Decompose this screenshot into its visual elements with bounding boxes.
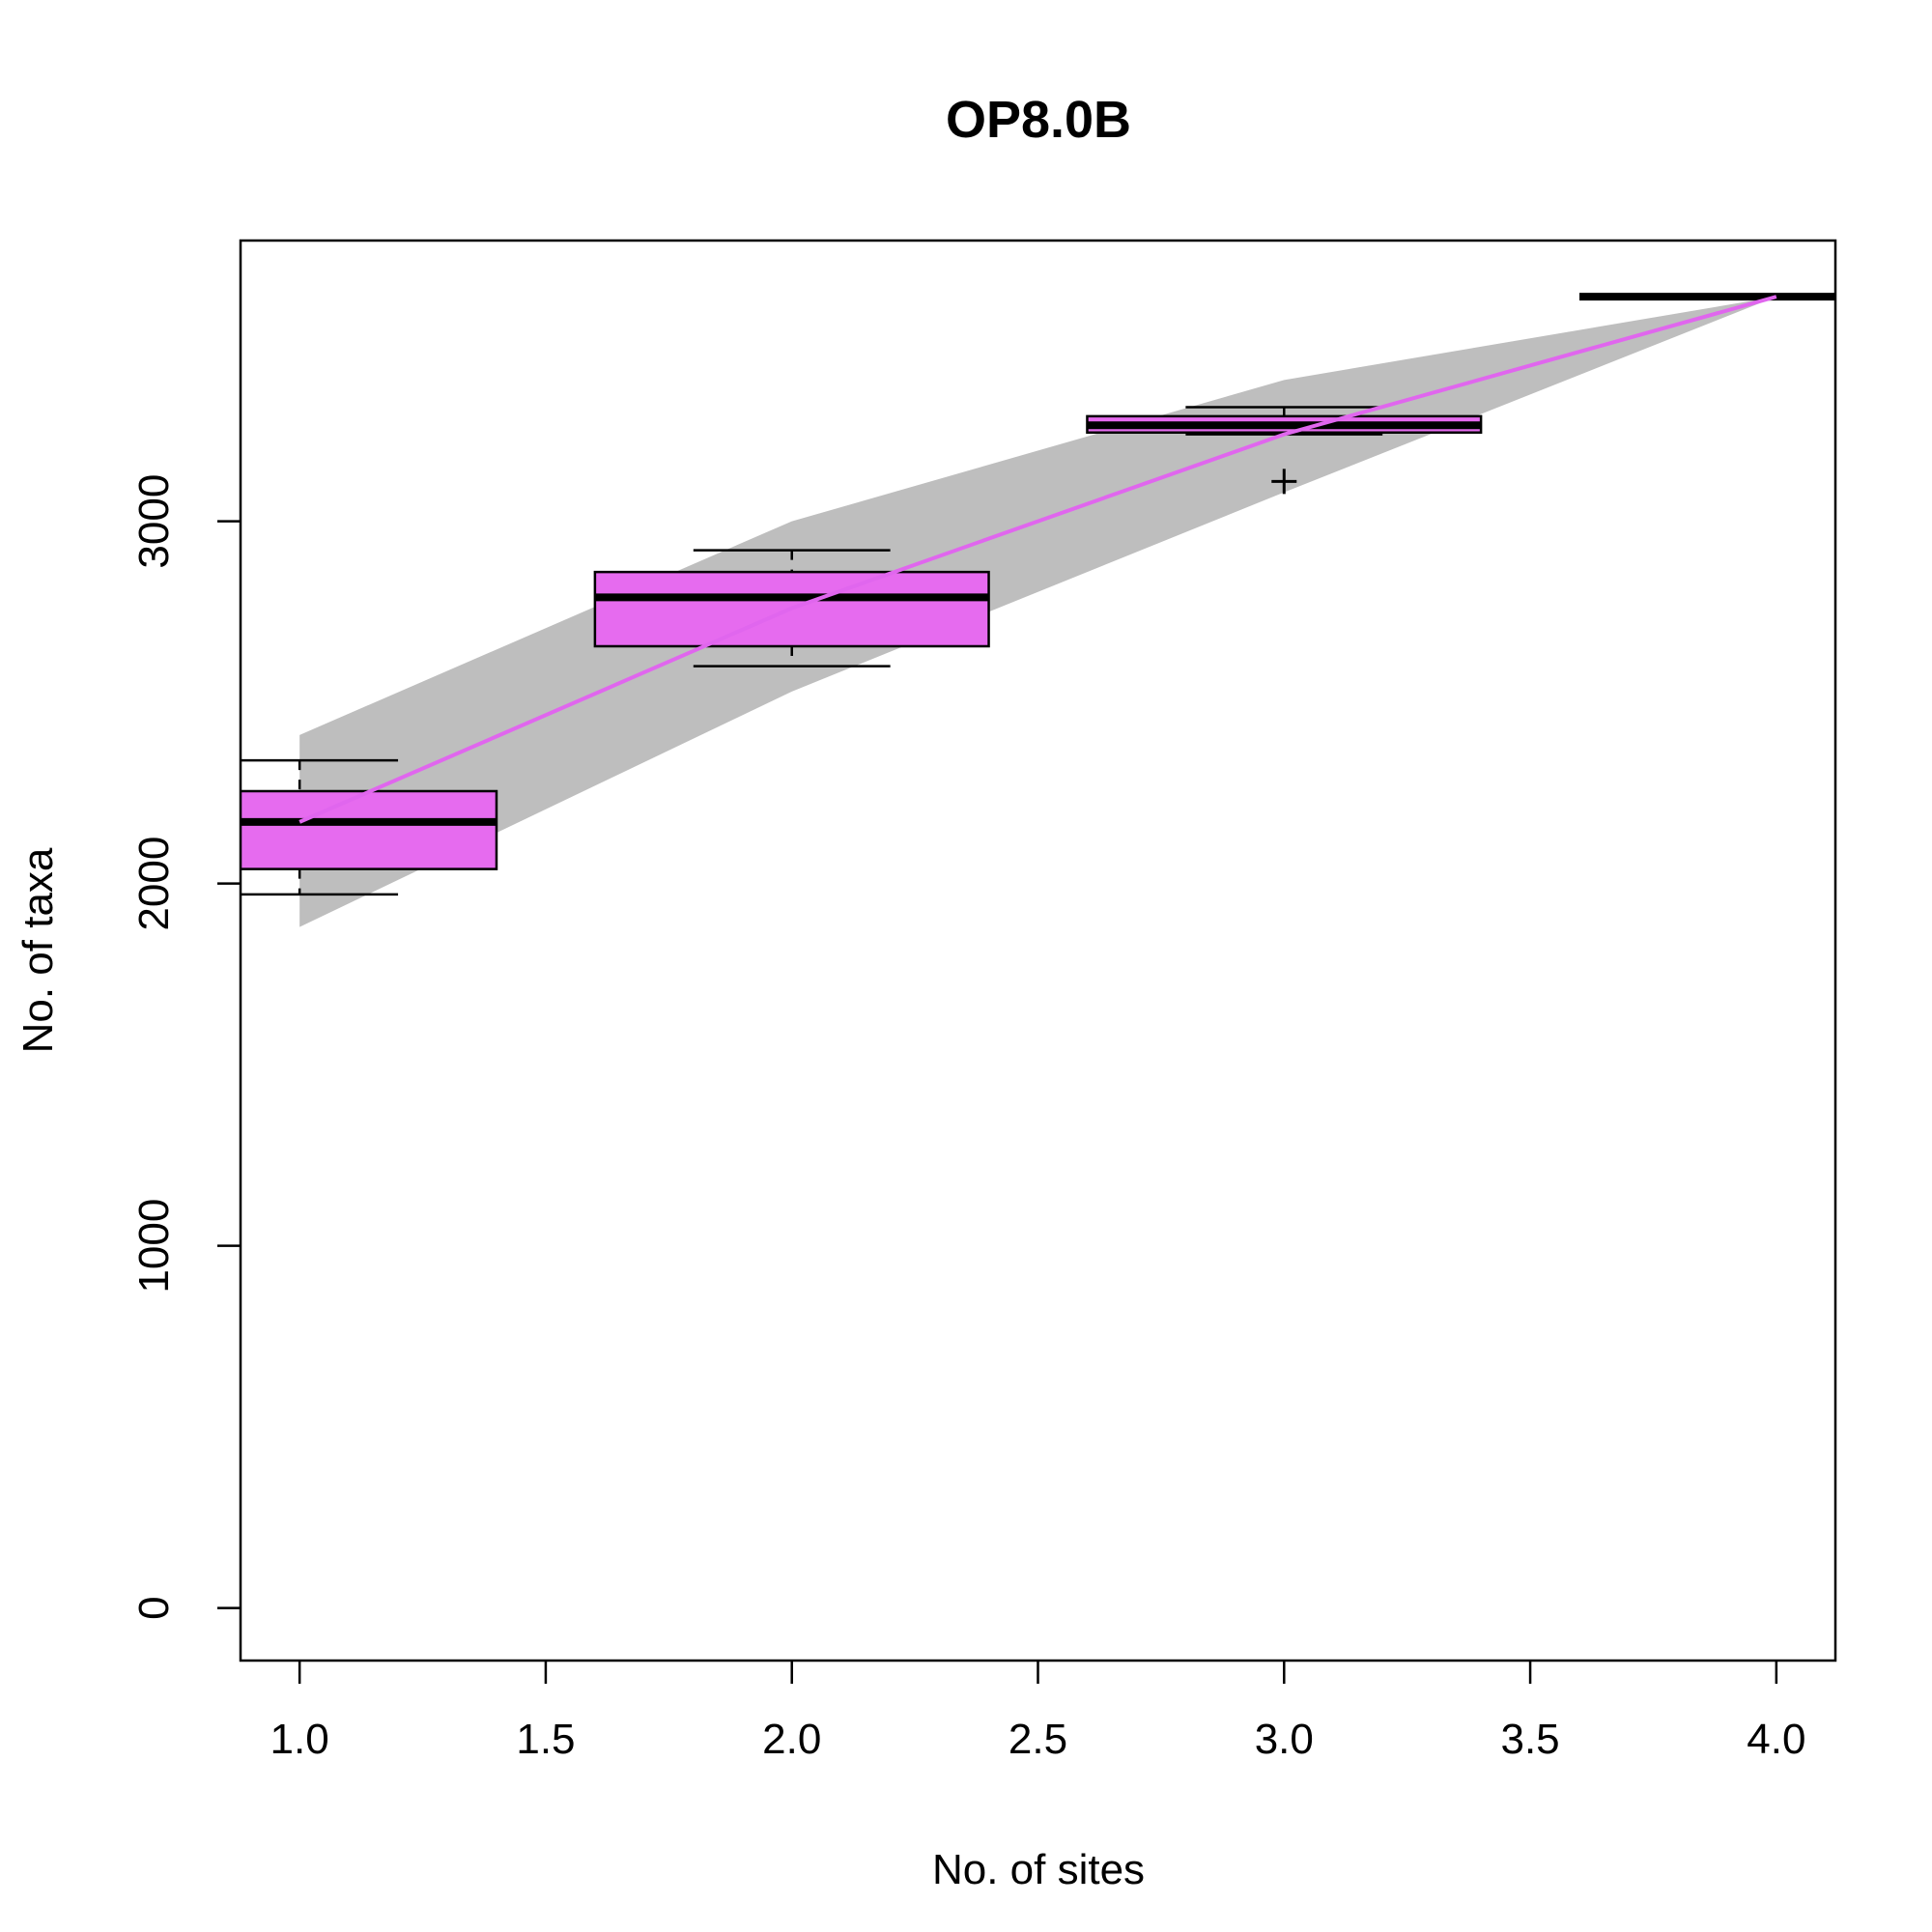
box-body [241, 789, 498, 870]
x-tick-label: 1.0 [270, 1716, 329, 1763]
x-axis-label: No. of sites [932, 1846, 1145, 1893]
outlier-point [1271, 469, 1297, 495]
accumulation-curve [298, 295, 1777, 824]
x-tick-label: 1.5 [516, 1716, 575, 1763]
x-tick-label: 3.0 [1255, 1716, 1314, 1763]
x-tick-label: 3.5 [1500, 1716, 1559, 1763]
y-tick-label: 3000 [130, 474, 178, 569]
plot-layer [241, 293, 1835, 927]
x-tick-label: 4.0 [1747, 1716, 1805, 1763]
y-tick-label: 1000 [130, 1199, 178, 1293]
x-tick-label: 2.0 [762, 1716, 821, 1763]
box-1 [241, 758, 498, 896]
chart-title: OP8.0B [946, 91, 1131, 149]
y-axis-label: No. of taxa [14, 847, 62, 1053]
x-tick-label: 2.5 [1009, 1716, 1067, 1763]
box-3 [1086, 406, 1483, 495]
y-tick-label: 0 [130, 1596, 178, 1619]
axes-layer: 1.0 1.5 2.0 2.5 3.0 3.5 4.0 0 1000 2000 3000 [130, 474, 1805, 1763]
y-tick-label: 2000 [130, 837, 178, 931]
